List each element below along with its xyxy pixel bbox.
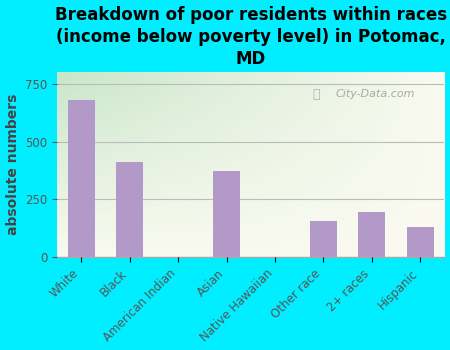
Title: Breakdown of poor residents within races
(income below poverty level) in Potomac: Breakdown of poor residents within races…: [55, 6, 447, 68]
Bar: [213, 170, 240, 257]
Bar: [68, 100, 94, 257]
Text: ⓘ: ⓘ: [313, 88, 320, 101]
Y-axis label: absolute numbers: absolute numbers: [5, 94, 19, 236]
Bar: [359, 212, 385, 257]
Bar: [407, 227, 433, 257]
Text: City-Data.com: City-Data.com: [336, 90, 415, 99]
Bar: [117, 162, 143, 257]
Bar: [310, 222, 337, 257]
